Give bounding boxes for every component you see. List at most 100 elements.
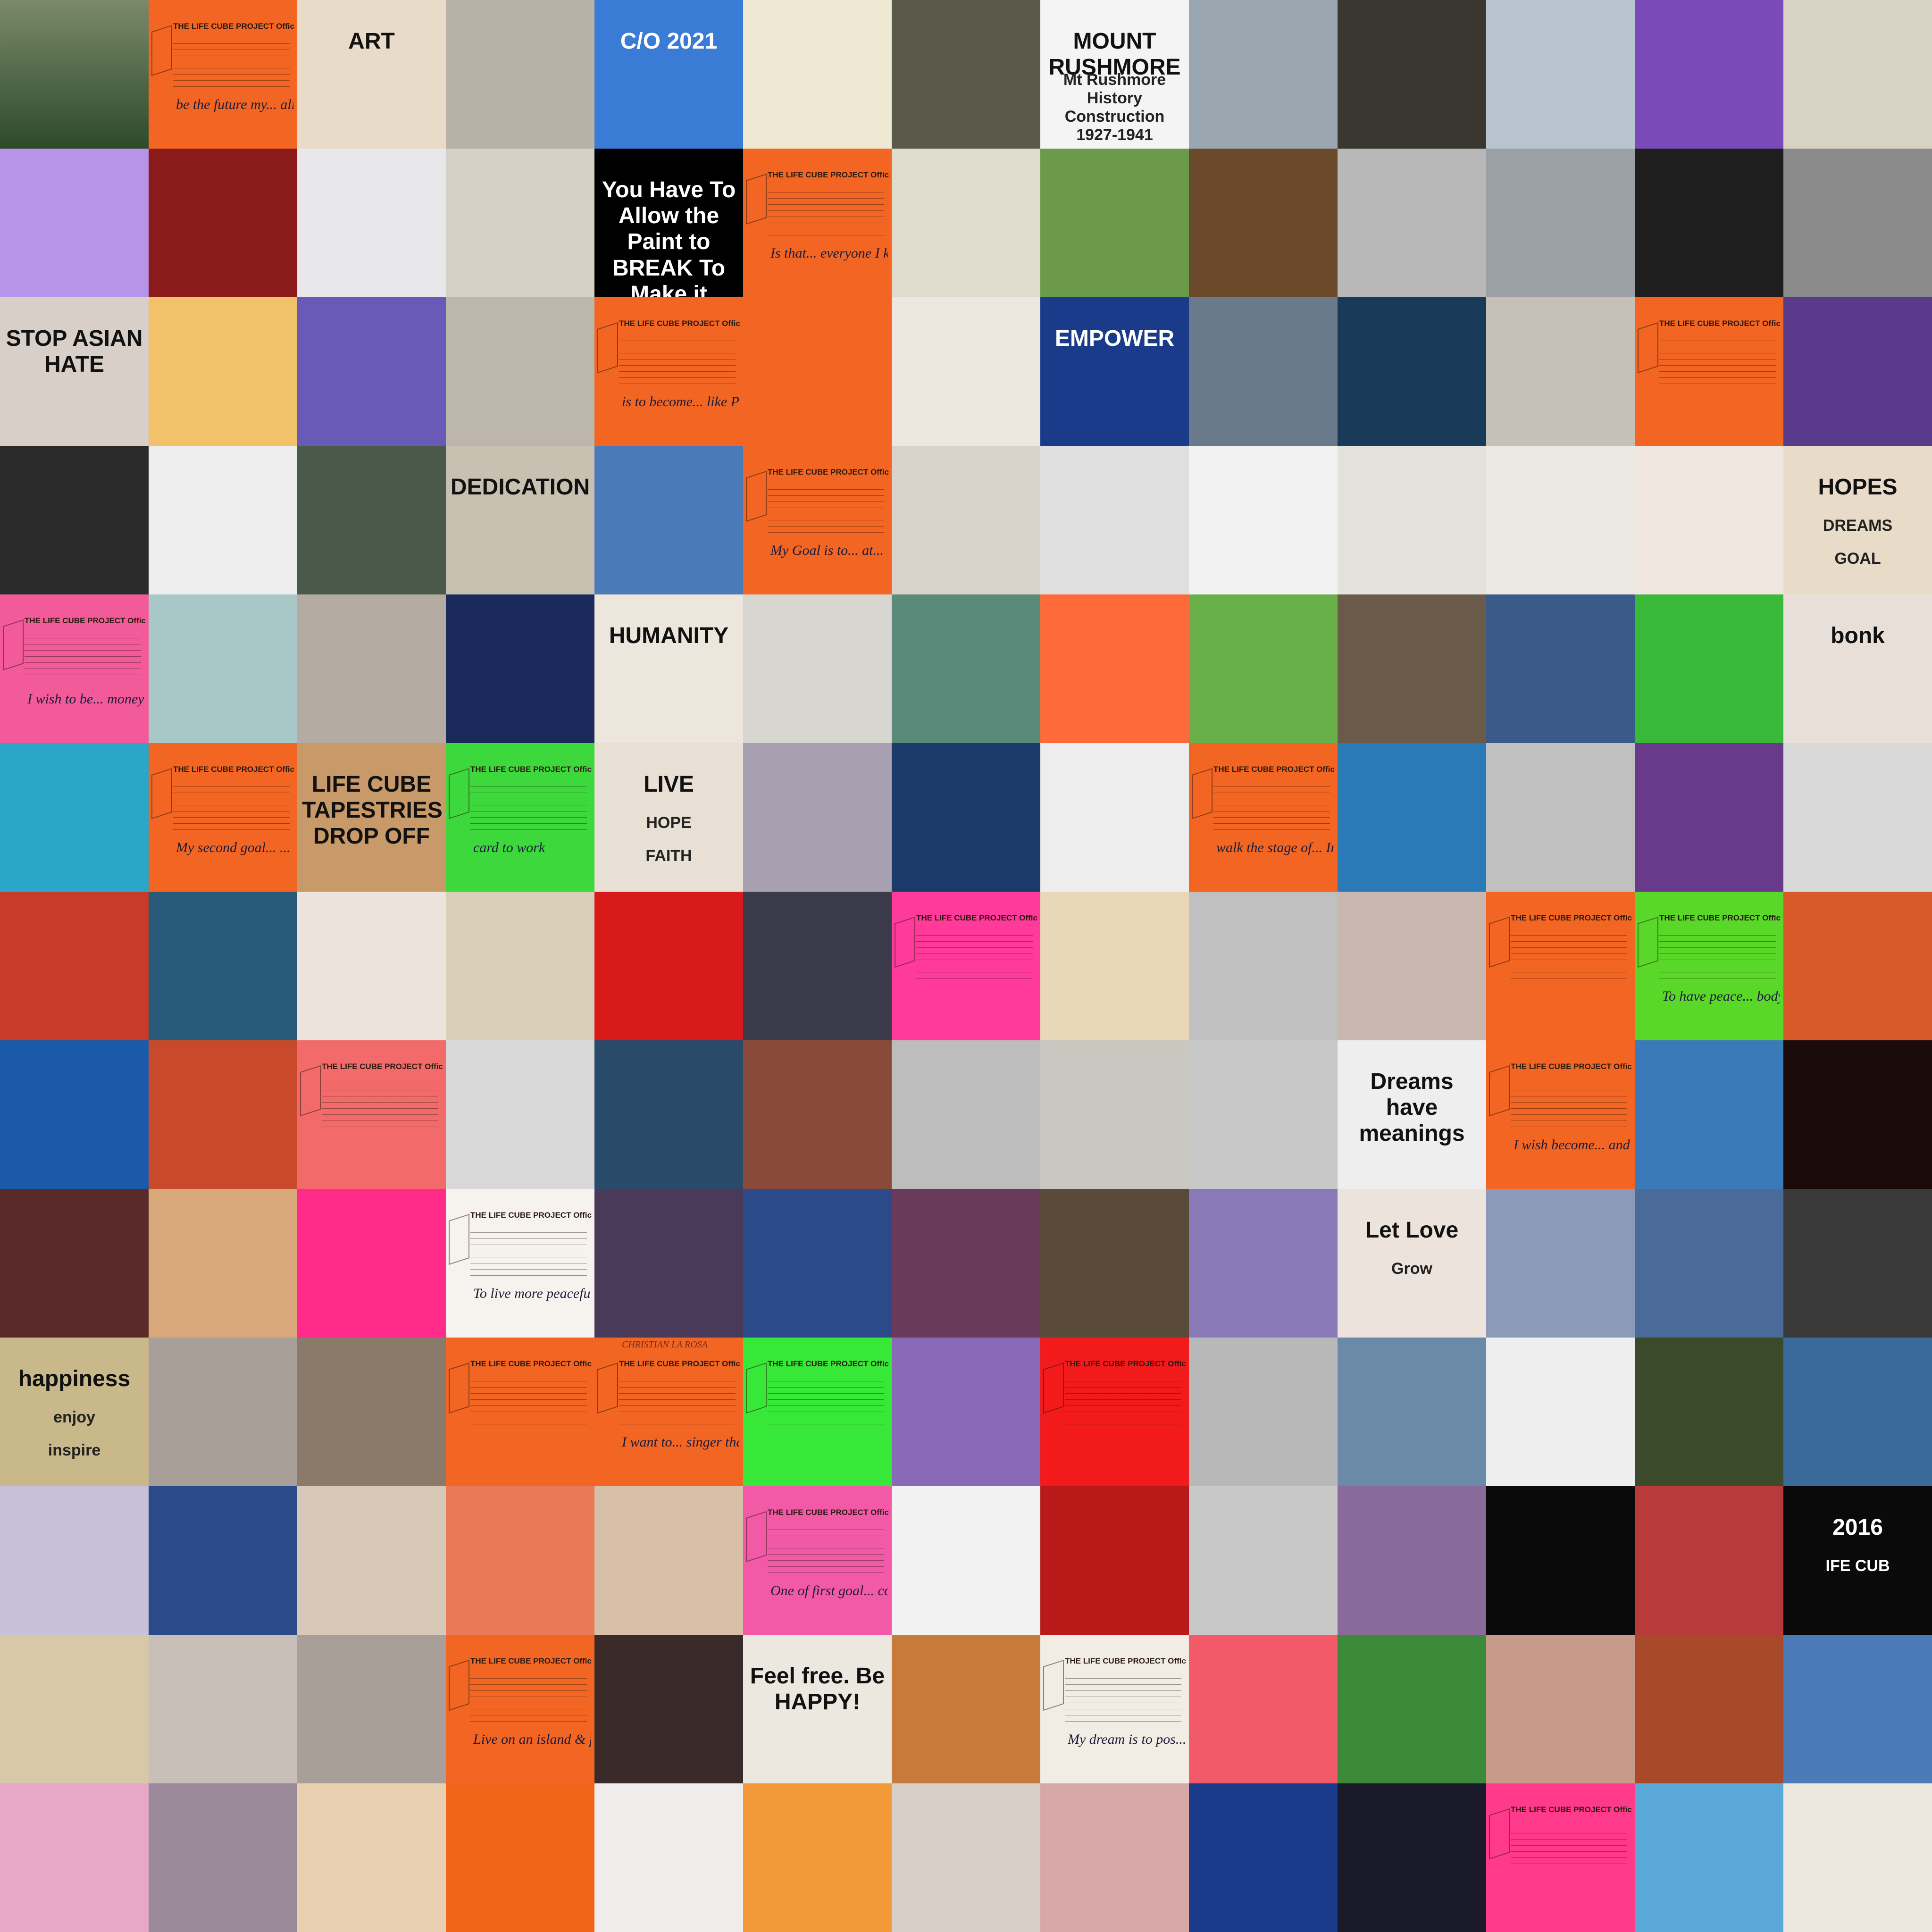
collage-tile-r7-c0 xyxy=(0,1040,149,1189)
wish-tag-title: THE LIFE CUBE PROJECT Official xyxy=(1511,1805,1632,1814)
collage-tile-r12-c4 xyxy=(594,1783,743,1932)
collage-tile-r0-c11 xyxy=(1635,0,1783,149)
collage-tile-r11-c2 xyxy=(297,1635,446,1783)
collage-tile-r0-c9 xyxy=(1338,0,1486,149)
cube-outline-icon xyxy=(449,768,469,820)
collage-tile-r11-c0 xyxy=(0,1635,149,1783)
mount-rushmore-page-text-2: Mt Rushmore History Construction 1927-19… xyxy=(1063,71,1166,144)
feel-free-be-happy-tile: Feel free. Be HAPPY! xyxy=(743,1635,892,1783)
wish-tag-handwriting: card to work xyxy=(473,840,545,855)
wish-tag-title: THE LIFE CUBE PROJECT Official xyxy=(322,1062,443,1071)
cube-outline-icon xyxy=(746,470,767,522)
collage-tile-r11-c1 xyxy=(149,1635,297,1783)
collage-tile-r4-c6 xyxy=(892,594,1040,743)
cube-outline-icon xyxy=(1043,1362,1064,1414)
art-letters-tile-text-1: ART xyxy=(348,29,395,54)
collage-tile-r12-c11 xyxy=(1635,1783,1783,1932)
wish-tag-title: THE LIFE CUBE PROJECT Official xyxy=(470,1211,592,1220)
collage-tile-r1-c1 xyxy=(149,149,297,297)
let-love-grow-tile: Let Love Grow xyxy=(1338,1189,1486,1338)
collage-tile-r12-c2 xyxy=(297,1783,446,1932)
wish-tag-handwriting: I wish to be... money xyxy=(27,691,144,707)
collage-tile-r3-c9 xyxy=(1338,446,1486,594)
wish-tag-ruled-lines xyxy=(768,186,884,238)
green-wish-tag: THE LIFE CUBE PROJECT Official xyxy=(743,1338,892,1486)
allow-paint-break-sign: You Have To Allow the Paint to BREAK To … xyxy=(594,149,743,297)
collage-tile-r7-c5 xyxy=(743,1040,892,1189)
collage-tile-r7-c4 xyxy=(594,1040,743,1189)
collage-tile-r9-c2 xyxy=(297,1338,446,1486)
collage-tile-r10-c3 xyxy=(446,1486,594,1635)
collage-tile-r4-c7 xyxy=(1040,594,1189,743)
collage-tile-r2-c2 xyxy=(297,297,446,446)
live-hope-faith-tile-text-2: HOPE xyxy=(646,814,692,832)
collage-tile-r8-c8 xyxy=(1189,1189,1338,1338)
collage-tile-r6-c1 xyxy=(149,892,297,1040)
collage-tile-r2-c3 xyxy=(446,297,594,446)
wish-tag-title: THE LIFE CUBE PROJECT Official xyxy=(768,1359,889,1368)
cube-outline-icon xyxy=(746,1511,767,1563)
hopes-dreams-goal-tile-text-2: DREAMS xyxy=(1823,517,1893,535)
dedication-drawing-text-1: DEDICATION xyxy=(451,475,590,500)
graduation-cap-tile-text-1: C/O 2021 xyxy=(620,29,718,54)
wish-tag-ruled-lines xyxy=(470,1375,587,1427)
collage-tile-r10-c6 xyxy=(892,1486,1040,1635)
collage-tile-r0-c3 xyxy=(446,0,594,149)
wish-tag-title: THE LIFE CUBE PROJECT Official xyxy=(619,319,740,328)
wish-tag-handwriting: I want to... singer that's my big dream xyxy=(622,1434,739,1450)
collage-tile-r9-c11 xyxy=(1635,1338,1783,1486)
wish-tag-ruled-lines xyxy=(768,1375,884,1427)
wish-tag-title: THE LIFE CUBE PROJECT Official xyxy=(173,765,294,774)
collage-tile-r8-c6 xyxy=(892,1189,1040,1338)
collage-tile-r10-c11 xyxy=(1635,1486,1783,1635)
wish-tag-title: THE LIFE CUBE PROJECT Official xyxy=(1511,1062,1632,1071)
let-love-grow-tile-text-1: Let Love xyxy=(1365,1218,1459,1243)
pink-wish-tag: THE LIFE CUBE PROJECT Official xyxy=(297,1040,446,1189)
live-hope-faith-tile-text-3: FAITH xyxy=(645,847,692,865)
collage-tile-r3-c7 xyxy=(1040,446,1189,594)
wish-tag-title: THE LIFE CUBE PROJECT Official xyxy=(768,1508,889,1517)
wish-tag-title: THE LIFE CUBE PROJECT Official xyxy=(619,1359,740,1368)
life-cube-2016-tile: 2016 IFE CUB xyxy=(1783,1486,1932,1635)
collage-tile-r1-c6 xyxy=(892,149,1040,297)
cube-outline-icon xyxy=(1489,1065,1510,1117)
collage-tile-r3-c1 xyxy=(149,446,297,594)
collage-tile-r4-c5 xyxy=(743,594,892,743)
orange-wish-tag: THE LIFE CUBE PROJECT Official My second … xyxy=(149,743,297,892)
collage-tile-r9-c10 xyxy=(1486,1338,1635,1486)
cube-outline-icon xyxy=(449,1659,469,1711)
collage-tile-r9-c12 xyxy=(1783,1338,1932,1486)
orange-wish-tag: THE LIFE CUBE PROJECT Official I wish bec… xyxy=(1486,1040,1635,1189)
wish-tag-title: THE LIFE CUBE PROJECT Official xyxy=(470,1656,592,1665)
wish-tag-handwriting: My dream is to pos... of the army and se… xyxy=(1068,1731,1185,1747)
cube-outline-icon xyxy=(746,173,767,225)
collage-tile-r12-c7 xyxy=(1040,1783,1189,1932)
collage-tile-r6-c8 xyxy=(1189,892,1338,1040)
dedication-drawing: DEDICATION xyxy=(446,446,594,594)
collage-tile-r8-c5 xyxy=(743,1189,892,1338)
wish-tag-ruled-lines xyxy=(1659,335,1776,387)
collage-tile-r6-c7 xyxy=(1040,892,1189,1040)
collage-tile-r8-c2 xyxy=(297,1189,446,1338)
green-wish-tag: THE LIFE CUBE PROJECT Official To have pe… xyxy=(1635,892,1783,1040)
live-hope-faith-tile: LIVE HOPE FAITH xyxy=(594,743,743,892)
collage-tile-r5-c7 xyxy=(1040,743,1189,892)
collage-tile-r3-c10 xyxy=(1486,446,1635,594)
wish-tag-title: THE LIFE CUBE PROJECT Official xyxy=(916,913,1037,922)
wish-tag-ruled-lines xyxy=(1065,1673,1181,1724)
wish-tag-handwriting: One of first goal... continue to sa... m… xyxy=(770,1583,888,1598)
collage-tile-r7-c1 xyxy=(149,1040,297,1189)
orange-wish-tag: THE LIFE CUBE PROJECT Official I want to.… xyxy=(594,1338,743,1486)
wish-tag-handwriting: is to become... like Paula xyxy=(622,394,739,410)
collage-tile-r0-c10 xyxy=(1486,0,1635,149)
cube-outline-icon xyxy=(597,1362,618,1414)
wish-tag-title: THE LIFE CUBE PROJECT Official xyxy=(173,22,294,31)
collage-tile-r8-c4 xyxy=(594,1189,743,1338)
bonk-drawing: bonk xyxy=(1783,594,1932,743)
collage-tile-r2-c10 xyxy=(1486,297,1635,446)
collage-tile-r6-c9 xyxy=(1338,892,1486,1040)
collage-tile-r10-c4 xyxy=(594,1486,743,1635)
collage-tile-r3-c6 xyxy=(892,446,1040,594)
cube-outline-icon xyxy=(1043,1659,1064,1711)
collage-tile-r10-c10 xyxy=(1486,1486,1635,1635)
